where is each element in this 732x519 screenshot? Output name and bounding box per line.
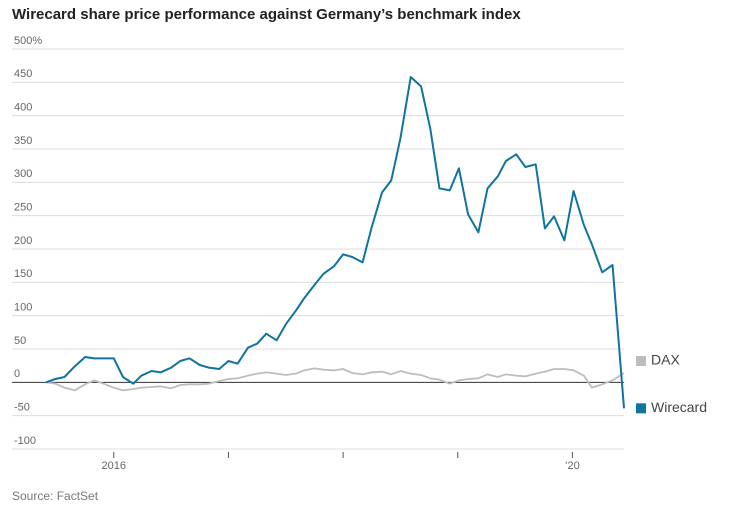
x-tick-label: 2016 (102, 460, 126, 472)
line (46, 367, 625, 392)
y-tick-label: 150 (14, 268, 32, 280)
y-tick-label: 100 (14, 302, 32, 314)
y-tick-label: 50 (14, 335, 26, 347)
x-tick-label: ’20 (565, 460, 580, 472)
y-tick-label: 300 (14, 168, 32, 180)
y-tick-label: 350 (14, 135, 32, 147)
y-tick-label: 200 (14, 235, 32, 247)
legend-swatch (636, 356, 646, 366)
legend-label: DAX (651, 352, 680, 368)
legend-label: Wirecard (651, 399, 707, 415)
y-tick-label: 400 (14, 102, 32, 114)
y-tick-label: -100 (14, 435, 36, 447)
y-tick-label: -50 (14, 402, 30, 414)
y-tick-label: 0 (14, 368, 20, 380)
line (45, 76, 625, 409)
y-tick-label: 250 (14, 202, 32, 214)
legend-swatch (636, 403, 646, 414)
y-tick-label: 450 (14, 68, 32, 80)
source: Source: FactSet (12, 489, 99, 503)
y-tick-label: 500% (14, 35, 42, 47)
chart-title: Wirecard share price performance against… (12, 6, 521, 23)
